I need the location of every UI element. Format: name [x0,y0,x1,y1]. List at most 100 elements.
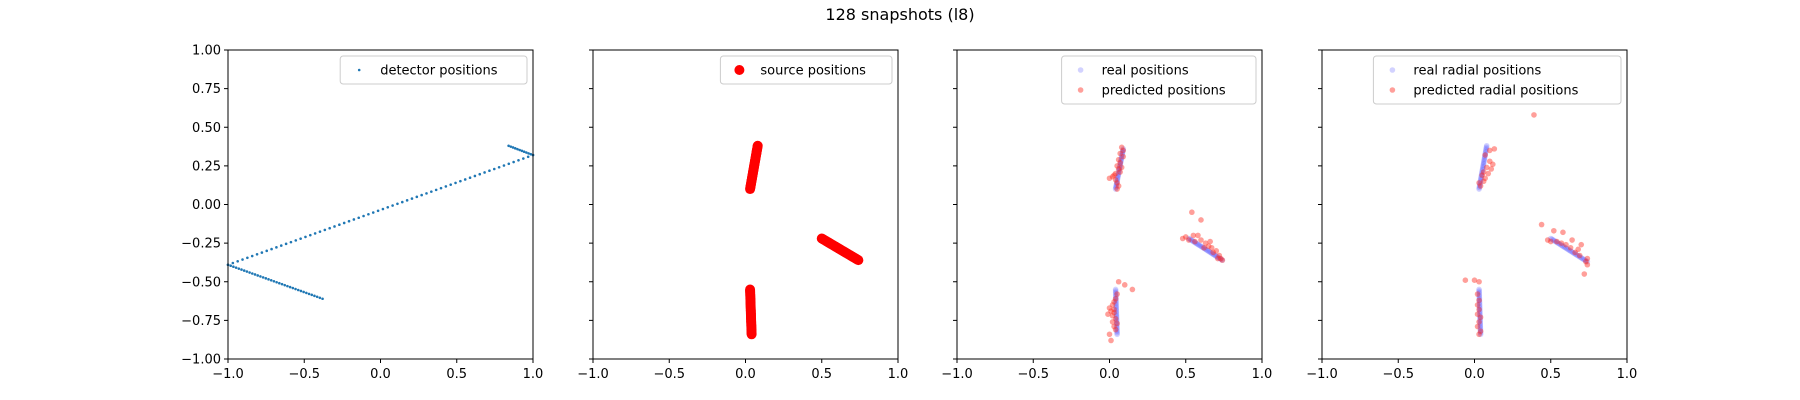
data-point [1477,308,1483,314]
data-point [1483,147,1489,154]
legend-marker [1077,67,1084,73]
data-point [1563,241,1569,248]
data-point [284,242,288,246]
x-tick-label: −1.0 [577,367,609,382]
data-point [352,218,356,221]
data-point [1479,166,1486,173]
data-point [1477,181,1483,188]
data-point [1113,300,1119,307]
data-point [1202,246,1208,252]
x-tick-label: 0.5 [446,367,467,382]
data-point [1477,328,1484,334]
data-point [1483,164,1490,171]
data-point [1479,165,1486,171]
y-tick-label: 0.25 [192,159,221,174]
data-point [299,237,302,240]
data-point [302,290,305,294]
data-points [1462,112,1591,338]
data-point [1109,302,1116,308]
legend-item: detector positions [357,64,498,79]
data-point [1477,322,1484,328]
data-point [278,281,281,285]
data-point [488,169,491,173]
data-point [1114,179,1120,185]
x-tick-label: 0.0 [370,367,391,382]
legend: source positions [719,55,893,85]
data-point [518,148,521,152]
data-point [1114,325,1120,331]
data-point [1477,314,1484,321]
data-point [509,145,513,148]
data-point [1113,317,1120,324]
data-point [1108,308,1114,314]
data-point [1114,328,1120,334]
data-point [529,152,533,156]
data-point [272,279,276,283]
data-point [296,288,300,292]
data-point [1476,291,1483,297]
data-point [1113,305,1120,311]
data-point [1211,252,1218,258]
data-point [1471,277,1478,284]
data-point [391,204,394,207]
data-point [1567,244,1574,251]
data-point [1560,229,1566,236]
data-point [315,295,319,299]
x-tick-label: 0.5 [1175,367,1196,382]
data-point [1116,166,1123,173]
data-point [1573,251,1579,258]
data-point [478,172,482,176]
data-point [1113,314,1120,321]
data-point [1550,237,1557,243]
data-point [1113,294,1119,301]
data-point [1111,306,1117,313]
data-point [1476,299,1483,305]
data-point [1115,156,1122,163]
data-point [1182,234,1189,240]
data-point [1218,256,1224,263]
legend-label: detector positions [380,64,498,79]
data-point [1115,169,1122,176]
subplot-2: −1.0 −0.5 0.0 0.5 1.0 source positions [577,49,908,382]
data-point [1561,244,1568,251]
data-point [237,267,241,270]
data-point [280,282,284,286]
data-point [1474,291,1481,297]
data-point [1474,323,1481,330]
data-point [1481,154,1488,161]
data-point [1129,286,1136,293]
y-tick-label: −0.25 [181,237,221,252]
y-tick-label: 0.00 [192,198,221,213]
data-point [323,228,327,232]
data-point [256,274,260,277]
data-point [357,216,361,220]
data-point [1105,311,1111,317]
data-point [1555,240,1562,247]
data-point [1106,305,1113,311]
data-point [1114,180,1120,186]
subplot-1: −1.0 −0.5 0.0 0.5 1.0 −1.00 −0.75 −0.50 −0.25 0.0… [181,44,543,383]
data-point [1201,244,1207,251]
data-point [1483,145,1489,152]
data-point [405,199,409,202]
data-point [371,211,375,214]
data-point [1199,244,1206,251]
legend: detector positions [339,55,528,85]
data-point [1571,250,1578,257]
data-point [294,239,298,242]
legend-box [719,55,893,85]
data-point [288,285,292,289]
data-point [1197,243,1204,249]
data-point [1186,235,1192,242]
data-point [1574,252,1581,259]
data-point [434,188,438,192]
data-point [1106,175,1113,182]
data-point [1477,329,1484,336]
data-point [1486,147,1493,154]
data-point [1476,303,1483,310]
legend-box [339,55,528,85]
legend-label: real positions [1102,64,1189,79]
data-point [1192,238,1198,245]
data-point [507,144,510,148]
data-point [1575,246,1581,253]
